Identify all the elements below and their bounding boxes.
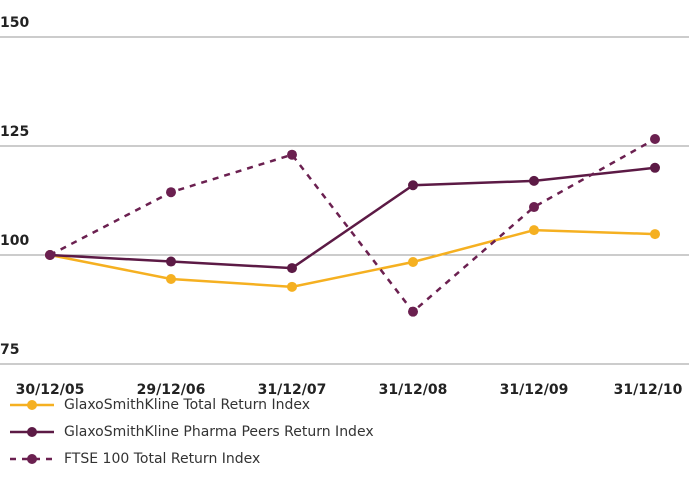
series-line: [49, 166, 656, 270]
point: [408, 180, 418, 191]
point: [287, 281, 297, 292]
x-tick-label: 29/12/06: [137, 382, 206, 398]
point: [650, 229, 660, 240]
legend-label: GlaxoSmithKline Total Return Index: [64, 397, 310, 413]
point: [287, 263, 297, 274]
series-line: [49, 137, 656, 314]
legend-marker: [27, 454, 37, 464]
x-tick-label: 31/12/10: [614, 382, 683, 398]
x-tick-label: 31/12/07: [258, 382, 327, 398]
y-tick-label: 125: [0, 124, 29, 140]
point: [529, 202, 539, 213]
point: [408, 256, 418, 267]
point: [650, 134, 660, 145]
point: [408, 306, 418, 317]
x-tick-label: 31/12/08: [379, 382, 448, 398]
point: [166, 273, 176, 284]
legend-marker: [27, 400, 37, 410]
legend-label: GlaxoSmithKline Pharma Peers Return Inde…: [64, 424, 374, 440]
legend-label: FTSE 100 Total Return Index: [64, 451, 260, 467]
point: [166, 187, 176, 198]
y-tick-label: 100: [0, 233, 29, 249]
point: [287, 149, 297, 160]
point: [529, 225, 539, 236]
point: [45, 250, 55, 260]
y-tick-label: 75: [0, 342, 19, 358]
point: [529, 175, 539, 186]
y-tick-label: 150: [0, 15, 29, 31]
point: [166, 256, 176, 267]
x-tick-label: 30/12/05: [16, 382, 85, 398]
legend-marker: [27, 427, 37, 437]
point: [650, 162, 660, 173]
series-line: [49, 228, 656, 289]
x-tick-label: 31/12/09: [500, 382, 569, 398]
